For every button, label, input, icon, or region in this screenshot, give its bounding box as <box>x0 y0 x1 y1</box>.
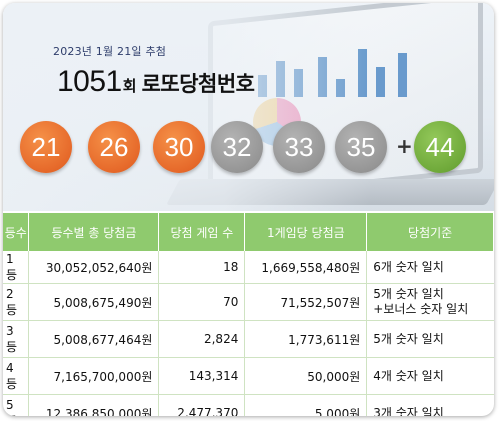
header-prize-per-game: 1게임당 당첨금 <box>244 213 368 251</box>
table-row: 4등 7,165,700,000원 143,314 50,000원 4개 숫자 … <box>3 357 494 395</box>
table-row: 1등 30,052,052,640원 18 1,669,558,480원 6개 … <box>3 251 494 284</box>
criteria-line: 5개 숫자 일치 <box>373 287 444 301</box>
rank-cell: 5등 <box>3 394 30 416</box>
header-winning-games: 당첨 게임 수 <box>158 213 246 251</box>
plus-sign: + <box>396 134 413 158</box>
header-total-prize: 등수별 총 당첨금 <box>28 213 160 251</box>
rank-cell: 1등 <box>3 251 30 284</box>
round-suffix: 회 <box>122 77 137 95</box>
prize-per-game-cell: 50,000원 <box>244 357 368 395</box>
winning-games-cell: 2,824 <box>158 320 246 358</box>
draw-date: 2023년 1월 21일 추첨 <box>53 45 167 58</box>
header-criteria: 당첨기준 <box>366 213 494 251</box>
lotto-results-card: 2023년 1월 21일 추첨 1051회 로또당첨번호 21 26 30 32 … <box>3 3 494 416</box>
winning-number-ball: 30 <box>153 121 205 173</box>
winning-number-ball: 35 <box>335 121 387 173</box>
header-rank: 등수 <box>3 213 30 251</box>
rank-cell: 4등 <box>3 357 30 395</box>
total-prize-cell: 7,165,700,000원 <box>28 357 160 395</box>
table-row: 2등 5,008,675,490원 70 71,552,507원 5개 숫자 일… <box>3 283 494 321</box>
prize-table: 등수 등수별 총 당첨금 당첨 게임 수 1게임당 당첨금 당첨기준 1등 30… <box>3 213 494 416</box>
rank-cell: 3등 <box>3 320 30 358</box>
winning-games-cell: 2,477,370 <box>158 394 246 416</box>
round-number: 1051 <box>57 65 122 98</box>
criteria-cell: 4개 숫자 일치 <box>366 357 494 395</box>
total-prize-cell: 5,008,677,464원 <box>28 320 160 358</box>
winning-number-ball: 21 <box>20 121 72 173</box>
title-text: 로또당첨번호 <box>141 72 255 96</box>
winning-number-ball: 32 <box>211 121 263 173</box>
table-row: 5등 12,386,850,000원 2,477,370 5,000원 3개 숫… <box>3 394 494 416</box>
prize-per-game-cell: 5,000원 <box>244 394 368 416</box>
prize-per-game-cell: 1,773,611원 <box>244 320 368 358</box>
winning-number-ball: 26 <box>88 121 140 173</box>
prize-per-game-cell: 1,669,558,480원 <box>244 251 368 284</box>
bonus-number-ball: 44 <box>414 121 466 173</box>
total-prize-cell: 30,052,052,640원 <box>28 251 160 284</box>
hero-banner: 2023년 1월 21일 추첨 1051회 로또당첨번호 21 26 30 32 … <box>3 3 494 211</box>
winning-games-cell: 70 <box>158 283 246 321</box>
winning-number-ball: 33 <box>273 121 325 173</box>
criteria-cell: 5개 숫자 일치 +보너스 숫자 일치 <box>366 283 494 321</box>
criteria-line: +보너스 숫자 일치 <box>373 302 469 316</box>
rank-cell: 2등 <box>3 283 30 321</box>
criteria-cell: 6개 숫자 일치 <box>366 251 494 284</box>
winning-games-cell: 143,314 <box>158 357 246 395</box>
winning-games-cell: 18 <box>158 251 246 284</box>
total-prize-cell: 12,386,850,000원 <box>28 394 160 416</box>
table-header-row: 등수 등수별 총 당첨금 당첨 게임 수 1게임당 당첨금 당첨기준 <box>3 213 494 251</box>
page-title: 1051회 로또당첨번호 <box>57 65 255 99</box>
criteria-cell: 3개 숫자 일치 <box>366 394 494 416</box>
prize-per-game-cell: 71,552,507원 <box>244 283 368 321</box>
total-prize-cell: 5,008,675,490원 <box>28 283 160 321</box>
criteria-cell: 5개 숫자 일치 <box>366 320 494 358</box>
table-row: 3등 5,008,677,464원 2,824 1,773,611원 5개 숫자… <box>3 320 494 358</box>
